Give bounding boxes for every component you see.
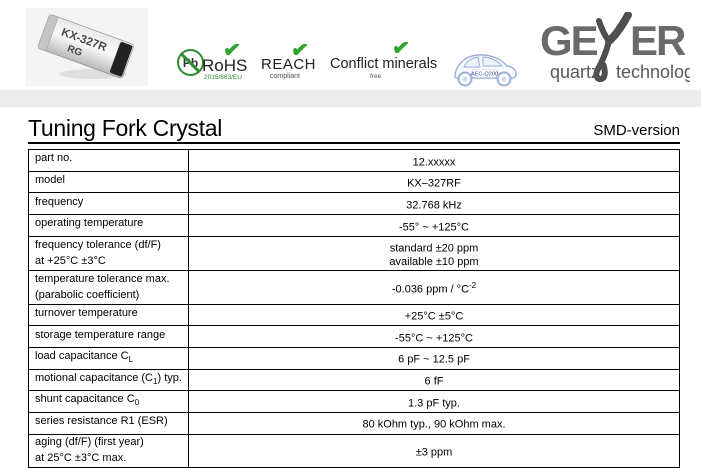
geyer-logo: GE ER quartz technology [540,11,701,95]
checkmark-icon: ✔ [390,36,411,61]
logo-y-tuning-fork [593,11,632,83]
spec-label: frequency [28,192,189,216]
spec-label: aging (df/F) (first year) at 25°C ±3°C ma… [28,433,189,468]
spec-label: part no. [28,149,189,172]
spec-table: part no. 12.xxxxx model KX–327RF frequen… [28,149,680,468]
spec-label: operating temperature [28,214,189,237]
spec-label: turnover temperature [28,303,189,327]
page-title: Tuning Fork Crystal [28,115,223,141]
rohs-badge: Pb RoHS ✔ 2015/863/EU [177,38,257,88]
spec-label: motional capacitance (C1) typ. [28,368,189,392]
conflict-minerals-badge: Conflict minerals ✔ free [330,36,440,88]
table-row: part no. 12.xxxxx [28,149,680,172]
spec-label: series resistance R1 (ESR) [28,411,189,435]
spec-value: -55° ~ +125°C [188,214,680,237]
spec-label: model [28,170,189,194]
checkmark-icon: ✔ [289,38,310,63]
spec-value: standard ±20 ppm available ±10 ppm [188,235,680,272]
svg-text:RG: RG [66,44,84,60]
spec-value: 6 pF ~ 12.5 pF [188,346,680,370]
spec-label: storage temperature range [28,325,189,348]
conflict-minerals-label: Conflict minerals [330,56,438,72]
table-row: operating temperature -55° ~ +125°C [28,214,680,237]
table-row: aging (df/F) (first year) at 25°C ±3°C ma… [28,433,680,468]
table-row: series resistance R1 (ESR) 80 kOhm typ.,… [28,411,680,435]
logo-technology: technology [616,62,690,82]
spec-value: -55°C ~ +125°C [188,325,680,348]
rohs-directive: 2015/863/EU [204,74,242,81]
spec-value: 12.xxxxx [188,149,680,172]
logo-ge: GE [540,17,598,64]
conflict-minerals-free: free [370,73,382,80]
logo-er: ER [630,17,686,64]
spec-value: -0.036 ppm / °C-2 [188,270,680,305]
header-divider-strip [0,90,701,107]
aec-q200-label: AEC-Q200 [471,72,498,78]
title-row: Tuning Fork Crystal SMD-version [28,107,680,140]
crystal-package-image: KX-327R RG [37,14,134,79]
reach-compliant: compliant [270,73,300,80]
title-rule [28,142,680,145]
table-row: model KX–327RF [28,170,680,194]
spec-label: frequency tolerance (df/F) at +25°C ±3°C [28,235,189,272]
spec-value: KX–327RF [188,170,680,194]
table-row: shunt capacitance C0 1.3 pF typ. [28,390,680,413]
table-row: frequency 32.768 kHz [28,192,680,216]
spec-value: 6 fF [188,368,680,392]
spec-value: ±3 ppm [188,433,680,468]
checkmark-icon: ✔ [221,38,242,63]
table-row: storage temperature range -55°C ~ +125°C [28,325,680,348]
main-content: Tuning Fork Crystal SMD-version part no.… [28,107,680,468]
spec-value: 80 kOhm typ., 90 kOhm max. [188,411,680,435]
table-row: load capacitance CL 6 pF ~ 12.5 pF [28,346,680,370]
spec-value: +25°C ±5°C [188,303,680,327]
pb-label: Pb [182,55,199,70]
rohs-label: RoHS [202,56,248,75]
table-row: temperature tolerance max. (parabolic coe… [28,270,680,305]
spec-label: temperature tolerance max. (parabolic coe… [28,270,189,305]
spec-value: 1.3 pF typ. [188,390,680,413]
spec-label: load capacitance CL [28,346,189,370]
table-row: frequency tolerance (df/F) at +25°C ±3°C … [28,235,680,272]
logo-quartz: quartz [550,62,600,82]
table-row: turnover temperature +25°C ±5°C [28,303,680,327]
pb-free-icon: Pb [177,49,204,76]
product-photo: KX-327R RG [25,8,148,86]
aec-q200-car-icon: AEC-Q200 [450,52,520,93]
header: KX-327R RG Pb RoHS ✔ 2015/863/EU REACH ✔… [0,0,701,90]
smd-version-label: SMD-version [593,122,680,140]
reach-badge: REACH ✔ compliant [261,38,319,88]
reach-label: REACH [261,56,317,73]
spec-label: shunt capacitance C0 [28,390,189,413]
spec-value: 32.768 kHz [188,192,680,216]
table-row: motional capacitance (C1) typ. 6 fF [28,368,680,392]
